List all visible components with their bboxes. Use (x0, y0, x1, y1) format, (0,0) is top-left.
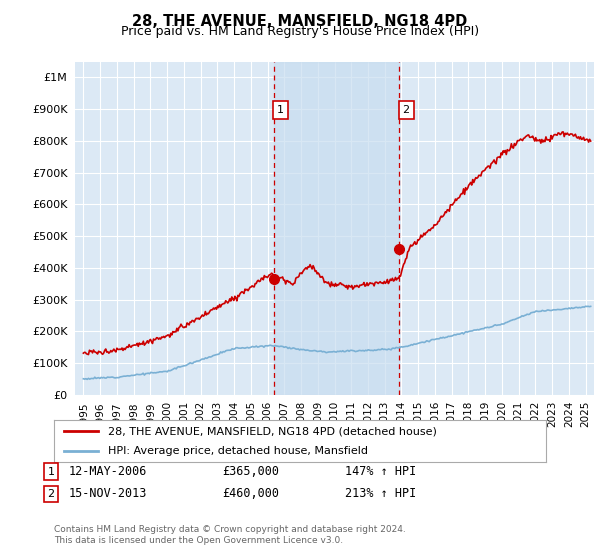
Text: 147% ↑ HPI: 147% ↑ HPI (345, 465, 416, 478)
Text: 2: 2 (403, 105, 410, 115)
Text: £365,000: £365,000 (222, 465, 279, 478)
Text: 1: 1 (277, 105, 284, 115)
Text: 213% ↑ HPI: 213% ↑ HPI (345, 487, 416, 501)
Text: 28, THE AVENUE, MANSFIELD, NG18 4PD (detached house): 28, THE AVENUE, MANSFIELD, NG18 4PD (det… (108, 426, 437, 436)
Bar (274, 62, 400, 395)
Text: 12-MAY-2006: 12-MAY-2006 (69, 465, 148, 478)
Text: Price paid vs. HM Land Registry's House Price Index (HPI): Price paid vs. HM Land Registry's House … (121, 25, 479, 38)
Text: Contains HM Land Registry data © Crown copyright and database right 2024.
This d: Contains HM Land Registry data © Crown c… (54, 525, 406, 545)
Text: 15-NOV-2013: 15-NOV-2013 (69, 487, 148, 501)
Text: 1: 1 (47, 466, 55, 477)
Text: £460,000: £460,000 (222, 487, 279, 501)
Text: HPI: Average price, detached house, Mansfield: HPI: Average price, detached house, Mans… (108, 446, 368, 456)
Text: 28, THE AVENUE, MANSFIELD, NG18 4PD: 28, THE AVENUE, MANSFIELD, NG18 4PD (133, 14, 467, 29)
Text: 2: 2 (47, 489, 55, 499)
